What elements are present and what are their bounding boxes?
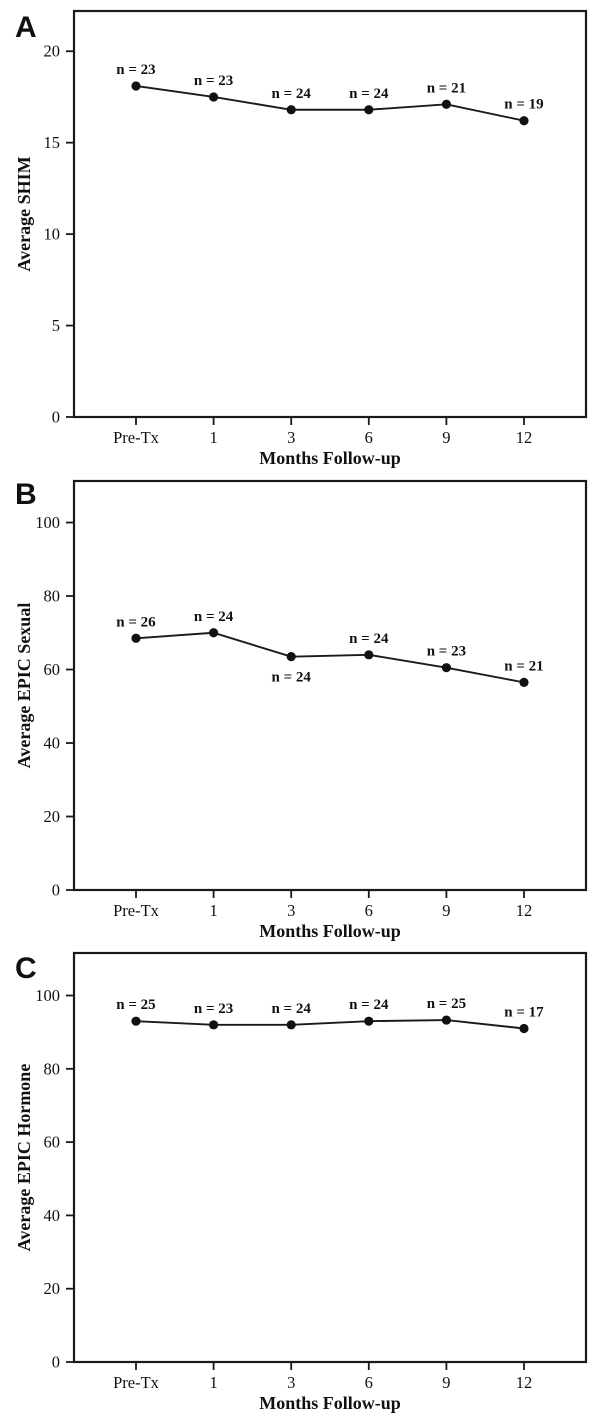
data-point (364, 105, 374, 115)
y-tick-label: 15 (44, 133, 61, 152)
y-tick-label: 5 (52, 316, 60, 335)
y-tick-label: 0 (52, 881, 60, 900)
data-point (286, 1020, 296, 1030)
y-tick-label: 60 (44, 660, 61, 679)
y-tick-label: 0 (52, 1353, 60, 1372)
data-point (441, 663, 451, 673)
panel-A: 0 5 10 15 20 Pre-Tx 1 3 6 9 12 Months Follow-up Aver… (0, 0, 600, 470)
point-count-label: n = 24 (272, 670, 312, 686)
x-tick-label: 12 (516, 901, 533, 920)
point-count-label: n = 23 (427, 644, 466, 660)
x-tick-label: 12 (516, 1373, 533, 1392)
x-axis-title: Months Follow-up (259, 921, 401, 941)
x-tick-label: Pre-Tx (113, 1373, 160, 1392)
x-tick-label: 6 (365, 901, 373, 920)
x-tick-label: 9 (442, 428, 450, 447)
x-axis-title: Months Follow-up (259, 448, 401, 468)
data-point (519, 116, 529, 126)
chart-svg: 0 20 40 60 80 100 Pre-Tx 1 3 6 9 12 Months Follow-up… (14, 951, 588, 1413)
y-tick-label: 0 (52, 408, 60, 427)
x-tick-label: Pre-Tx (113, 428, 160, 447)
y-tick-label: 10 (44, 225, 61, 244)
x-tick-label: 6 (365, 428, 373, 447)
y-axis-title: Average EPIC Sexual (14, 603, 34, 769)
x-tick-label: 1 (209, 1373, 217, 1392)
point-count-label: n = 24 (349, 997, 389, 1013)
point-count-label: n = 19 (504, 97, 543, 113)
data-line (135, 631, 525, 684)
y-tick-label: 40 (44, 734, 61, 753)
x-axis-title: Months Follow-up (259, 1393, 401, 1413)
x-tick-label: 3 (287, 428, 295, 447)
point-count-label: n = 23 (116, 62, 155, 78)
y-tick-label: 100 (35, 986, 60, 1005)
y-tick-label: 40 (44, 1206, 61, 1225)
point-count-label: n = 24 (349, 86, 389, 102)
x-tick-label: 1 (209, 901, 217, 920)
y-tick-label: 20 (44, 807, 61, 826)
point-count-label: n = 26 (116, 614, 156, 630)
y-tick-label: 20 (44, 1279, 61, 1298)
chart-svg: 0 20 40 60 80 100 Pre-Tx 1 3 6 9 12 Months Follow-up… (14, 478, 588, 941)
data-point (286, 652, 296, 662)
point-count-label: n = 24 (272, 1001, 312, 1017)
panel-letter: C (15, 952, 37, 985)
panel-C: 0 20 40 60 80 100 Pre-Tx 1 3 6 9 12 Months Follow-up… (0, 945, 600, 1422)
point-count-label: n = 21 (427, 80, 466, 96)
y-tick-label: 20 (44, 42, 61, 61)
x-tick-label: 9 (442, 901, 450, 920)
y-axis-title: Average SHIM (14, 156, 34, 271)
point-count-label: n = 24 (272, 86, 312, 102)
data-point (286, 105, 296, 115)
point-count-label: n = 24 (194, 609, 234, 625)
y-tick-label: 60 (44, 1133, 61, 1152)
chart-svg: 0 5 10 15 20 Pre-Tx 1 3 6 9 12 Months Follow-up Aver… (14, 9, 588, 468)
y-tick-label: 80 (44, 587, 61, 606)
panel-letter: B (15, 478, 37, 511)
point-count-label: n = 23 (194, 1001, 233, 1017)
x-tick-label: 3 (287, 1373, 295, 1392)
plot-frame (72, 951, 588, 1364)
x-tick-label: Pre-Tx (113, 901, 160, 920)
point-count-label: n = 23 (194, 73, 233, 89)
x-tick-label: 12 (516, 428, 533, 447)
y-axis-title: Average EPIC Hormone (14, 1064, 34, 1252)
data-point (441, 1015, 451, 1025)
y-tick-label: 80 (44, 1059, 61, 1078)
y-tick-label: 100 (35, 513, 60, 532)
data-line (135, 85, 525, 122)
point-count-label: n = 17 (504, 1004, 544, 1020)
panel-letter: A (15, 11, 37, 44)
plot-frame (72, 479, 588, 892)
data-point (209, 628, 219, 638)
x-tick-label: 6 (365, 1373, 373, 1392)
point-count-label: n = 25 (116, 997, 155, 1013)
point-count-label: n = 24 (349, 631, 389, 647)
data-point (131, 81, 141, 91)
data-point (131, 1016, 141, 1026)
data-point (209, 92, 219, 102)
point-count-label: n = 21 (504, 658, 543, 674)
data-point (209, 1020, 219, 1030)
data-point (131, 633, 141, 643)
data-point (519, 1023, 529, 1034)
x-tick-label: 9 (442, 1373, 450, 1392)
data-point (519, 677, 529, 687)
x-tick-label: 1 (209, 428, 217, 447)
data-line (135, 1019, 525, 1030)
data-point (364, 650, 374, 660)
x-tick-label: 3 (287, 901, 295, 920)
point-count-label: n = 25 (427, 996, 466, 1012)
data-point (441, 99, 451, 109)
panel-B: 0 20 40 60 80 100 Pre-Tx 1 3 6 9 12 Months Follow-up… (0, 470, 600, 945)
data-point (364, 1016, 374, 1026)
plot-frame (72, 9, 588, 419)
